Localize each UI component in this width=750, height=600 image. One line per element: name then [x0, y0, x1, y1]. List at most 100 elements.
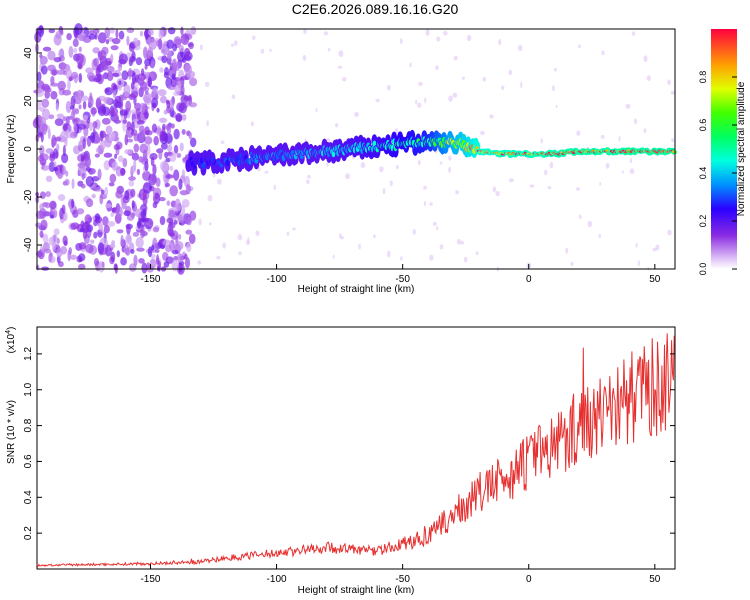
noise-blob: [315, 108, 318, 113]
noise-blob: [139, 30, 143, 37]
noise-blob: [62, 235, 68, 246]
ridge-cell: [225, 159, 230, 167]
noise-blob: [637, 260, 640, 267]
noise-blob: [92, 47, 100, 54]
noise-blob: [143, 92, 152, 104]
noise-blob: [80, 120, 84, 125]
noise-blob: [102, 216, 109, 227]
noise-blob: [180, 33, 190, 45]
spectrogram-panel: -150 -100 -50 0 50 -40 -20 0 20 40 Height of str…: [6, 23, 677, 295]
noise-blob: [141, 86, 150, 92]
noise-blob: [100, 189, 105, 195]
noise-blob: [138, 188, 147, 201]
noise-blob: [99, 140, 106, 150]
noise-blob: [139, 102, 146, 114]
noise-blob: [120, 234, 124, 247]
noise-blob: [45, 175, 53, 183]
noise-blob: [169, 185, 178, 197]
noise-blob: [49, 154, 56, 162]
noise-blob: [165, 157, 171, 163]
noise-blob: [112, 90, 117, 99]
noise-blob: [156, 107, 160, 113]
noise-blob: [306, 179, 310, 185]
noise-blob: [170, 123, 175, 129]
noise-blob: [50, 90, 58, 100]
noise-blob: [544, 169, 548, 176]
noise-blob: [40, 164, 50, 171]
noise-blob: [631, 31, 636, 37]
noise-blob: [386, 250, 391, 258]
noise-blob: [110, 45, 119, 51]
noise-blob: [48, 253, 53, 263]
snr-y-label: SNR (10 * v/v): [6, 400, 17, 464]
x-tick-label: 0: [526, 574, 532, 585]
noise-blob: [379, 166, 384, 173]
x-tick-label: -100: [267, 574, 287, 585]
noise-blob: [85, 176, 95, 187]
noise-blob: [173, 128, 180, 140]
noise-blob: [157, 89, 167, 97]
noise-blob: [114, 113, 119, 125]
noise-blob: [163, 109, 168, 115]
noise-blob: [62, 116, 67, 122]
noise-blob: [250, 121, 255, 127]
noise-blob: [520, 81, 523, 89]
noise-blob: [126, 35, 130, 46]
noise-blob: [111, 37, 121, 45]
noise-blob: [101, 261, 105, 268]
noise-blob: [160, 142, 168, 150]
noise-blob: [635, 242, 638, 248]
noise-blob: [39, 55, 48, 65]
noise-blob: [181, 114, 187, 121]
noise-blob: [618, 136, 621, 142]
noise-blob: [492, 186, 497, 193]
noise-blob: [115, 190, 123, 199]
colorbar-tick-label: 0.0: [698, 263, 708, 276]
noise-blob: [159, 215, 166, 226]
noise-blob: [82, 114, 89, 121]
noise-blob: [114, 101, 122, 108]
noise-blob: [601, 50, 605, 56]
noise-blob: [395, 165, 399, 170]
noise-blob: [93, 231, 98, 239]
noise-blob: [70, 222, 80, 230]
noise-blob: [56, 69, 65, 75]
noise-blob: [598, 233, 601, 239]
noise-blob: [97, 51, 103, 57]
noise-blob: [332, 254, 335, 259]
noise-blob: [220, 140, 225, 145]
noise-blob: [155, 177, 161, 188]
spectrogram-x-axis: -150 -100 -50 0 50: [140, 264, 661, 285]
noise-blob: [138, 217, 147, 222]
noise-blob: [133, 254, 138, 267]
noise-blob: [138, 258, 145, 264]
noise-blob: [177, 253, 184, 263]
noise-blob: [74, 108, 80, 115]
noise-blob: [156, 40, 162, 47]
noise-blob: [178, 234, 182, 240]
noise-blob: [66, 33, 72, 41]
noise-blob: [42, 46, 52, 52]
noise-blob: [671, 138, 675, 143]
noise-blob: [157, 260, 161, 272]
noise-blob: [103, 152, 113, 158]
noise-blob: [439, 161, 443, 165]
noise-blob: [123, 93, 130, 98]
noise-blob: [82, 137, 86, 150]
noise-blob: [103, 224, 110, 234]
noise-blob: [175, 112, 183, 123]
noise-blob: [77, 263, 86, 270]
noise-blob: [39, 203, 45, 211]
noise-blob: [106, 87, 110, 93]
noise-blob: [85, 166, 92, 172]
noise-blob: [99, 194, 104, 205]
noise-blob: [456, 238, 462, 245]
noise-blob: [360, 162, 366, 169]
noise-blob: [238, 251, 242, 256]
noise-blob: [151, 123, 158, 133]
noise-blob: [158, 147, 163, 160]
noise-blob: [178, 178, 183, 190]
noise-blob: [260, 48, 265, 54]
noise-blob: [231, 94, 236, 100]
noise-blob: [174, 198, 181, 210]
